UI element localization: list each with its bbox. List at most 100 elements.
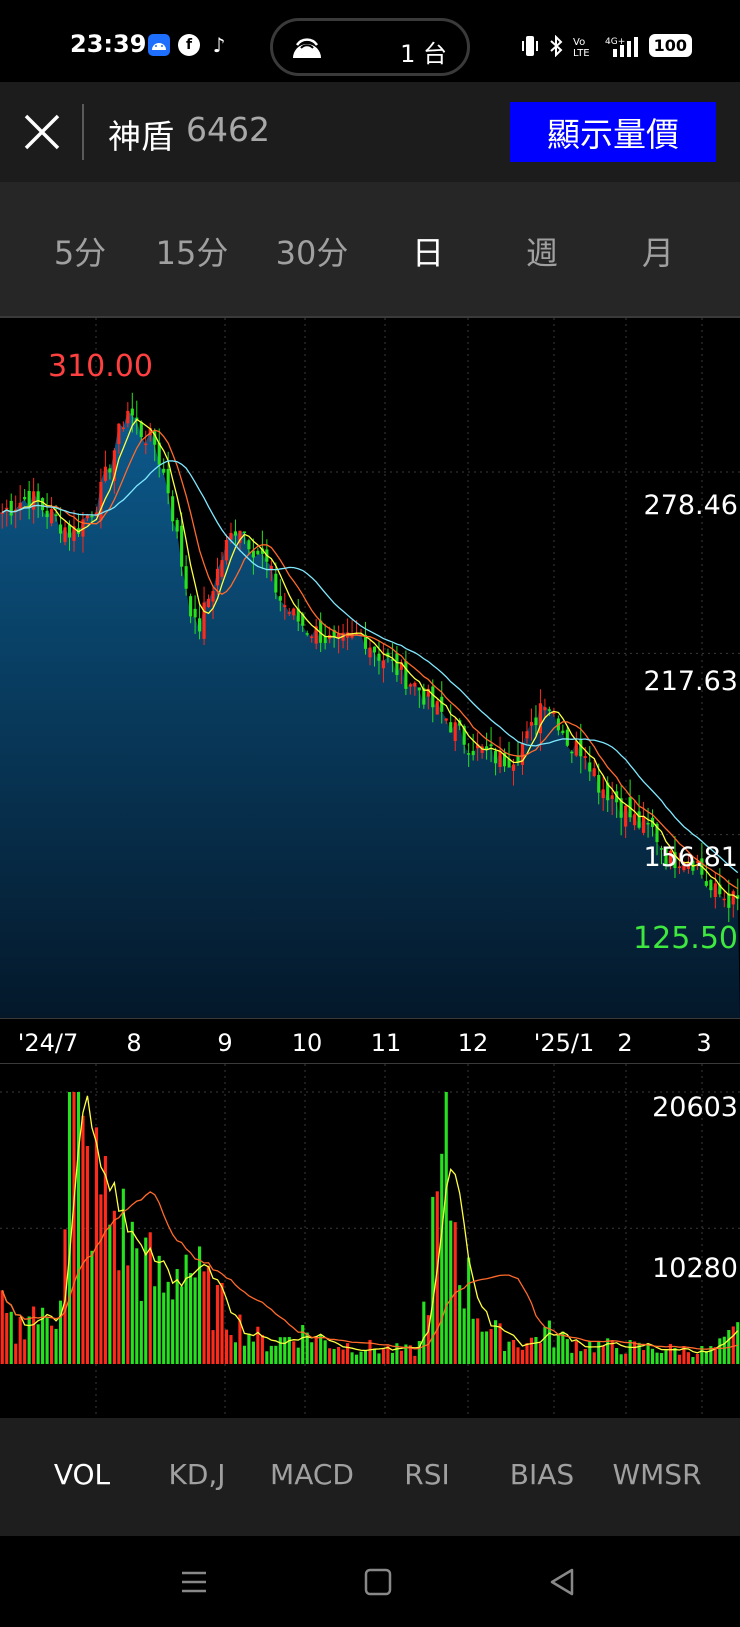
volume-bar	[121, 1188, 125, 1364]
candle-body	[377, 653, 381, 661]
ma20-line	[1, 460, 739, 874]
candle-body	[126, 410, 130, 424]
tab-month[interactable]: 月	[641, 234, 674, 272]
candle-body	[440, 696, 444, 712]
candle-body	[597, 774, 601, 793]
tab-week[interactable]: 週	[525, 234, 558, 272]
volume-bar	[556, 1334, 560, 1364]
candle-body	[301, 613, 305, 626]
android-app-icon	[148, 34, 170, 56]
candle-body	[637, 811, 641, 828]
candle-body	[498, 750, 502, 767]
volume-bar	[54, 1328, 58, 1364]
volume-bar	[283, 1337, 287, 1364]
tab-kdj[interactable]: KD,J	[168, 1458, 226, 1491]
date-tick-label: 2	[617, 1029, 633, 1057]
candle-body	[9, 500, 13, 516]
candle-body	[36, 491, 40, 503]
volume-bar	[32, 1306, 36, 1364]
volume-bar	[664, 1350, 668, 1364]
volume-bar	[350, 1352, 354, 1364]
volume-bar	[292, 1341, 296, 1364]
volume-bar	[615, 1348, 619, 1364]
candle-body	[494, 750, 498, 764]
candle-body	[81, 519, 85, 537]
candle-body	[552, 712, 556, 714]
volume-bar	[45, 1317, 49, 1364]
high-price-label: 310.00	[48, 349, 153, 384]
candle-body	[507, 758, 511, 768]
battery-icon: 100	[648, 34, 692, 57]
volume-bar	[502, 1350, 507, 1364]
show-volume-price-button[interactable]: 顯示量價	[510, 102, 716, 162]
vibrate-icon	[521, 35, 538, 56]
volume-bar	[736, 1322, 740, 1364]
candle-body	[677, 866, 682, 868]
volume-bar	[328, 1348, 332, 1364]
tab-5min[interactable]: 5分	[53, 234, 107, 272]
volume-bar	[655, 1352, 659, 1364]
tab-day[interactable]: 日	[411, 234, 444, 272]
candle-body	[157, 442, 161, 465]
volume-bar	[467, 1257, 471, 1364]
candle-body	[292, 608, 296, 616]
tab-15min[interactable]: 15分	[155, 234, 229, 272]
menu-button[interactable]	[174, 1564, 214, 1600]
candle-body	[108, 468, 112, 473]
candle-body	[722, 898, 726, 901]
volume-bar	[520, 1349, 525, 1364]
volume-bar	[408, 1345, 412, 1364]
candle-body	[45, 510, 49, 518]
volume-bars	[0, 1092, 740, 1364]
candle-body	[162, 468, 166, 473]
price-tick-label: 217.63	[644, 666, 738, 697]
tab-rsi[interactable]: RSI	[404, 1458, 450, 1491]
volume-bar	[538, 1343, 542, 1364]
volume-bar	[269, 1345, 273, 1364]
volume-bar	[363, 1350, 368, 1364]
close-button[interactable]	[22, 112, 62, 152]
volume-bar	[552, 1347, 556, 1364]
volume-bar	[184, 1254, 188, 1364]
candle-body	[431, 686, 435, 708]
candle-body	[314, 626, 318, 644]
volume-bar	[108, 1224, 112, 1364]
candle-body	[215, 568, 220, 586]
price-chart[interactable]: 310.00 125.50 278.46 217.63 156.81	[0, 318, 740, 1018]
candle-body	[211, 591, 215, 602]
volume-chart[interactable]: 20603 10280	[0, 1064, 740, 1418]
facebook-icon: f	[178, 34, 200, 56]
candle-body	[220, 560, 224, 577]
low-price-label: 125.50	[633, 921, 738, 956]
volume-bar	[606, 1338, 610, 1364]
candle-body	[534, 717, 538, 726]
header-divider	[82, 104, 84, 160]
svg-text:LTE: LTE	[573, 48, 590, 57]
volume-bar	[462, 1308, 466, 1364]
candle-body	[467, 753, 471, 755]
tiktok-icon: ♪	[212, 33, 226, 57]
candle-body	[543, 707, 547, 711]
tab-bias[interactable]: BIAS	[509, 1458, 575, 1491]
tab-vol[interactable]: VOL	[53, 1458, 111, 1491]
volume-bar	[256, 1326, 260, 1364]
date-tick-label: '24/7	[17, 1029, 79, 1057]
tab-macd[interactable]: MACD	[270, 1458, 354, 1491]
volume-bar	[23, 1339, 27, 1364]
volume-bar	[135, 1248, 139, 1364]
volume-bar	[489, 1328, 493, 1364]
price-area	[0, 410, 740, 1018]
volume-bar	[36, 1324, 40, 1364]
tab-wmsr[interactable]: WMSR	[612, 1458, 702, 1491]
tab-30min[interactable]: 30分	[275, 234, 349, 272]
candle-body	[193, 608, 197, 618]
candle-body	[32, 491, 36, 510]
candle-body	[5, 507, 9, 510]
back-button[interactable]	[542, 1564, 582, 1600]
home-button[interactable]	[358, 1564, 398, 1600]
volume-bar	[444, 1092, 448, 1364]
date-tick-label: 10	[291, 1029, 323, 1057]
candle-body	[274, 573, 278, 593]
volume-bar	[695, 1353, 699, 1364]
volume-bar	[354, 1354, 359, 1364]
